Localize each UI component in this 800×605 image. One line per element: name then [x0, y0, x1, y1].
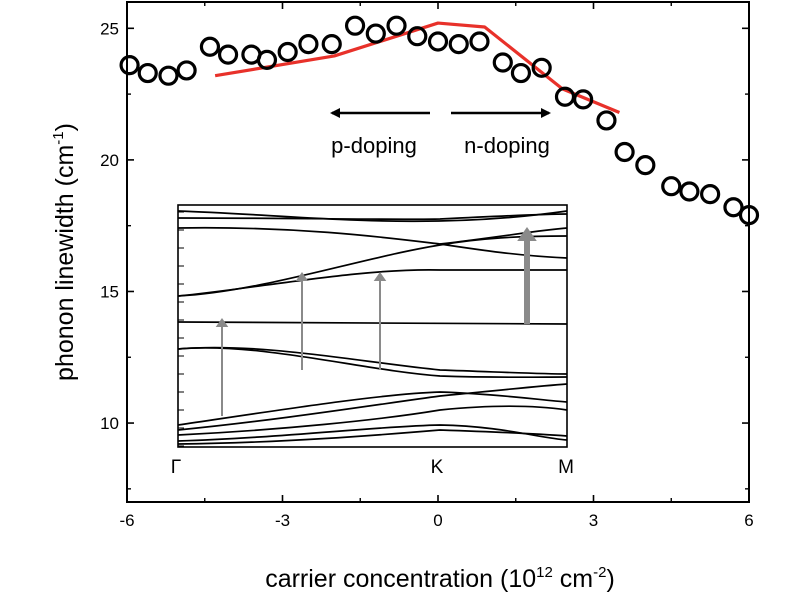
band-curve — [177, 383, 568, 431]
transition-arrow-head — [373, 272, 387, 281]
data-point — [679, 181, 700, 202]
transition-arrow-head — [517, 227, 537, 241]
x-tick-label: -3 — [275, 511, 290, 530]
doping-annotations: p-doping n-doping — [330, 108, 551, 158]
data-point — [661, 176, 682, 197]
band-curve — [177, 269, 567, 297]
band-curve — [177, 321, 568, 325]
data-point — [596, 110, 617, 131]
inset-frame — [177, 204, 568, 448]
data-point — [492, 52, 513, 73]
data-point — [531, 57, 552, 78]
data-point — [554, 86, 576, 107]
data-point — [635, 155, 656, 176]
open-circle-series — [119, 15, 760, 226]
data-point — [321, 34, 342, 55]
band-curve — [177, 391, 568, 426]
x-axis-title: carrier concentration (1012 cm-2) — [265, 564, 615, 593]
data-point — [427, 31, 449, 52]
inset-k-label-gamma: Γ — [171, 457, 181, 478]
inset-k-label-m: M — [558, 457, 574, 478]
data-point — [277, 41, 298, 63]
data-point — [407, 26, 428, 47]
band-curve — [177, 429, 568, 445]
axis-ticks — [126, 2, 750, 502]
y-tick-label: 15 — [100, 282, 119, 301]
n-doping-label: n-doping — [464, 133, 550, 158]
x-tick-label: 6 — [744, 511, 753, 530]
data-point — [137, 62, 158, 84]
data-point — [119, 55, 140, 76]
data-point — [386, 15, 407, 36]
data-point — [614, 141, 635, 163]
data-point — [365, 23, 386, 44]
inset-transition-arrows — [215, 227, 537, 416]
inset-bands — [177, 210, 568, 445]
data-point — [176, 60, 197, 81]
tick-labels: -6 -3 0 3 6 10 15 20 25 — [100, 19, 754, 530]
data-point — [738, 205, 760, 226]
data-point — [469, 31, 490, 52]
band-curve — [177, 424, 568, 442]
data-point — [199, 36, 221, 57]
inset-ticks — [178, 211, 184, 447]
band-curve — [177, 213, 568, 221]
data-point — [217, 44, 239, 65]
band-curve — [177, 405, 568, 436]
x-tick-label: 3 — [589, 511, 598, 530]
transition-arrow-head — [295, 272, 309, 281]
data-point — [256, 49, 278, 70]
data-point — [344, 15, 366, 36]
inset-k-label-k: K — [431, 457, 444, 478]
band-curve — [177, 210, 568, 223]
transition-arrow-head — [215, 318, 229, 327]
band-structure-inset: Γ K M — [171, 204, 574, 478]
p-doping-label: p-doping — [331, 133, 417, 158]
x-tick-label: -6 — [119, 511, 134, 530]
y-tick-label: 20 — [100, 151, 119, 170]
x-tick-label: 0 — [433, 511, 442, 530]
data-point — [158, 65, 179, 86]
y-tick-label: 25 — [100, 19, 119, 38]
data-point — [298, 34, 319, 55]
data-point — [510, 62, 532, 84]
data-point — [448, 34, 469, 55]
band-curve — [177, 346, 568, 375]
band-curve — [439, 243, 568, 259]
data-point — [573, 89, 594, 110]
y-tick-label: 10 — [100, 414, 119, 433]
band-curve — [177, 347, 568, 379]
band-curve — [177, 226, 568, 245]
y-axis-title: phonon linewidth (cm-1) — [50, 123, 79, 381]
data-point — [700, 184, 721, 205]
data-point — [723, 197, 744, 218]
